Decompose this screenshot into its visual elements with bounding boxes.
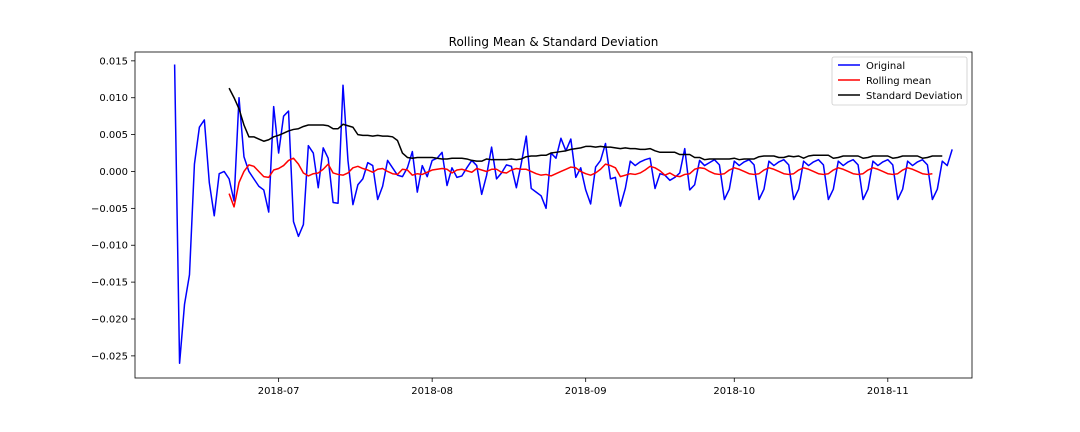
y-tick-label: −0.020 (91, 314, 128, 325)
x-tick-label: 2018-07 (258, 386, 300, 397)
x-tick-label: 2018-09 (565, 386, 607, 397)
y-tick-label: 0.000 (99, 167, 128, 178)
x-tick-label: 2018-10 (713, 386, 755, 397)
plot-area (134, 51, 973, 379)
x-axis: 2018-07 2018-08 2018-09 2018-10 2018-11 (258, 378, 909, 397)
series-layer (173, 64, 953, 364)
series-rolling-mean-line (228, 157, 933, 208)
y-tick-label: 0.010 (99, 93, 128, 104)
series-standard-deviation-line (228, 87, 943, 162)
y-tick-label: −0.010 (91, 241, 128, 252)
chart-title: Rolling Mean & Standard Deviation (449, 35, 659, 49)
y-tick-label: −0.015 (91, 278, 128, 289)
y-axis: −0.025 −0.020 −0.015 −0.010 −0.005 0.000 0.005… (91, 56, 135, 362)
x-tick-label: 2018-11 (867, 386, 909, 397)
y-tick-label: −0.005 (91, 204, 128, 215)
legend-label-rolling-mean: Rolling mean (866, 76, 931, 87)
legend-label-original: Original (866, 61, 905, 72)
y-tick-label: 0.015 (99, 56, 128, 67)
legend-box (831, 56, 968, 106)
x-tick-label: 2018-08 (411, 386, 453, 397)
y-tick-label: −0.025 (91, 351, 128, 362)
series-original-line (173, 64, 953, 364)
legend-label-standard-deviation: Standard Deviation (866, 91, 963, 102)
y-tick-label: 0.005 (99, 130, 128, 141)
legend: Original Rolling mean Standard Deviation (831, 56, 968, 106)
